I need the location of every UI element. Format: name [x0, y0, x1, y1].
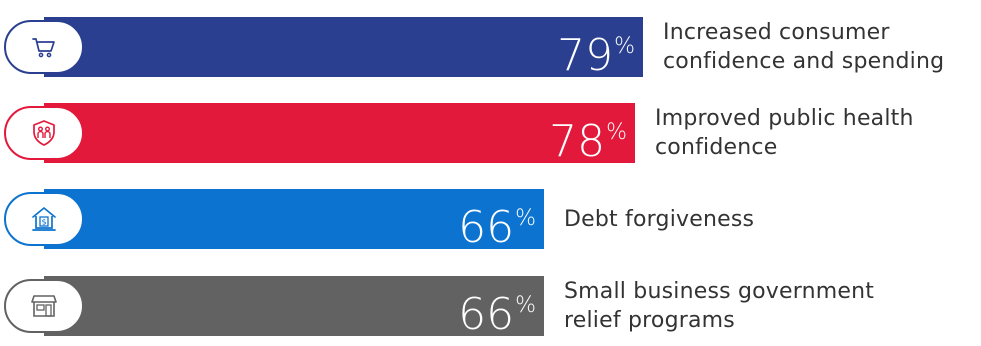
category-icon-badge — [4, 279, 84, 333]
bar-value-label: 66% — [458, 189, 536, 253]
bar — [44, 189, 544, 249]
category-label: Debt forgiveness — [564, 207, 755, 232]
bar-value-label: 66% — [458, 276, 536, 340]
bar — [44, 276, 544, 336]
bar-value-number: 79 — [557, 30, 614, 81]
family-shield-icon — [33, 120, 55, 146]
category-icon-badge: $ — [4, 192, 84, 246]
svg-text:$: $ — [41, 218, 46, 227]
category-label: Small business government relief program… — [564, 279, 875, 333]
percent-sign: % — [515, 206, 536, 231]
percent-sign: % — [515, 293, 536, 318]
category-icon-badge — [4, 106, 84, 160]
bar — [44, 17, 643, 77]
shopping-cart-icon — [32, 38, 55, 58]
bar-value-label: 79% — [557, 17, 635, 81]
category-icon-badge — [4, 20, 84, 74]
percent-sign: % — [606, 120, 627, 145]
storefront-icon — [31, 295, 57, 317]
bar — [44, 103, 635, 163]
category-label: Improved public health confidence — [655, 106, 914, 160]
bar-value-number: 66 — [458, 202, 515, 253]
bar-value-number: 66 — [458, 289, 515, 340]
percent-sign: % — [614, 34, 635, 59]
bank-dollar-icon: $ — [32, 207, 56, 231]
bar-value-label: 78% — [549, 103, 627, 167]
category-label: Increased consumer confidence and spendi… — [663, 20, 945, 74]
bar-value-number: 78 — [549, 116, 606, 167]
